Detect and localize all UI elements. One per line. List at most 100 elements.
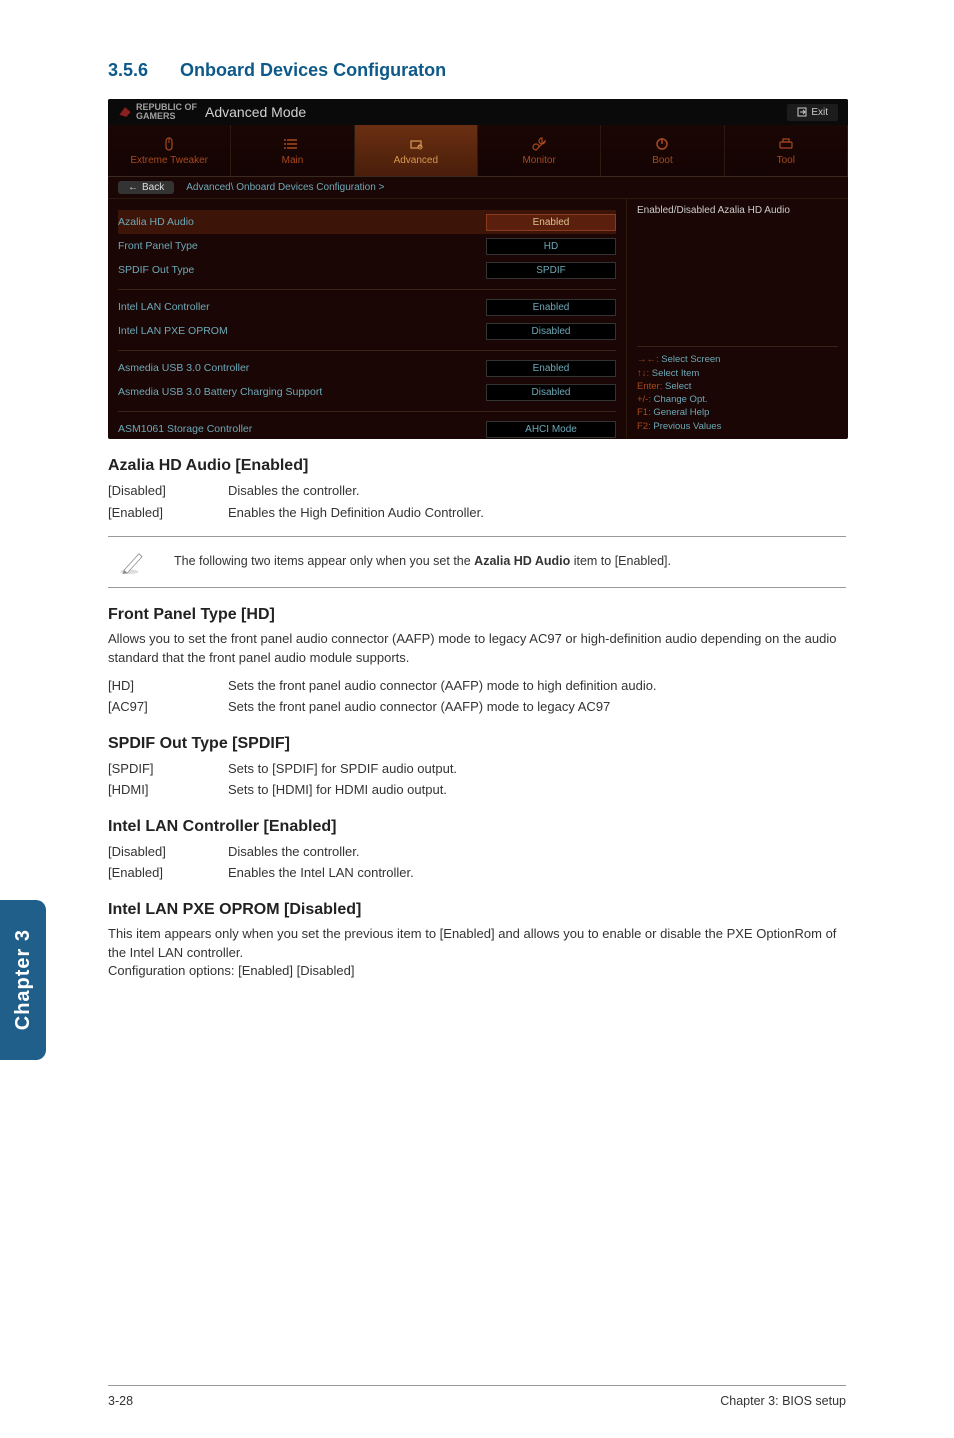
note-text: The following two items appear only when… — [174, 553, 671, 571]
key-hint: ↑↓: Select Item — [637, 367, 838, 380]
def-key: [AC97] — [108, 697, 228, 717]
definition-row: [AC97]Sets the front panel audio connect… — [108, 697, 846, 717]
setting-row[interactable]: Front Panel TypeHD — [118, 234, 616, 258]
tab-advanced[interactable]: ⚙ Advanced — [355, 125, 478, 176]
wrench-icon — [531, 135, 547, 153]
setting-row[interactable]: Intel LAN PXE OPROM Disabled — [118, 319, 616, 343]
pxe-desc: This item appears only when you set the … — [108, 925, 846, 982]
intellan-heading: Intel LAN Controller [Enabled] — [108, 818, 846, 836]
setting-row[interactable]: SPDIF Out TypeSPDIF — [118, 258, 616, 282]
footer-chapter: Chapter 3: BIOS setup — [720, 1394, 846, 1408]
def-key: [Disabled] — [108, 842, 228, 862]
key-hint: F1: General Help — [637, 406, 838, 419]
def-value: Sets to [SPDIF] for SPDIF audio output. — [228, 759, 846, 779]
key-hint: →←: Select Screen — [637, 353, 838, 366]
key-hint: Enter: Select — [637, 380, 838, 393]
def-value: Disables the controller. — [228, 842, 846, 862]
spdif-defs: [SPDIF]Sets to [SPDIF] for SPDIF audio o… — [108, 759, 846, 800]
definition-row: [Enabled]Enables the Intel LAN controlle… — [108, 863, 846, 883]
bios-title-left: REPUBLIC OF GAMERS Advanced Mode — [118, 103, 306, 121]
setting-row[interactable]: Azalia HD Audio Enabled — [118, 210, 616, 234]
key-hint: F2: Previous Values — [637, 420, 838, 433]
setting-value[interactable]: Enabled — [486, 214, 616, 231]
def-value: Sets the front panel audio connector (AA… — [228, 697, 846, 717]
definition-row: [Enabled]Enables the High Definition Aud… — [108, 503, 846, 523]
setting-label: Intel LAN PXE OPROM — [118, 325, 228, 337]
setting-label: Asmedia USB 3.0 Battery Charging Support — [118, 386, 322, 398]
footer: 3-28 Chapter 3: BIOS setup — [108, 1385, 846, 1408]
setting-row[interactable]: ASM1061 Storage Controller AHCI Mode — [118, 417, 616, 439]
pxe-heading: Intel LAN PXE OPROM [Disabled] — [108, 901, 846, 919]
tab-boot[interactable]: Boot — [601, 125, 724, 176]
setting-row[interactable]: Intel LAN Controller Enabled — [118, 295, 616, 319]
definition-row: [HD]Sets the front panel audio connector… — [108, 676, 846, 696]
tab-main[interactable]: Main — [231, 125, 354, 176]
exit-button[interactable]: Exit — [787, 104, 838, 121]
bios-body: Azalia HD Audio Enabled Front Panel TypeHD… — [108, 199, 848, 439]
frontpanel-heading: Front Panel Type [HD] — [108, 606, 846, 624]
setting-row[interactable]: Asmedia USB 3.0 Controller Enabled — [118, 356, 616, 380]
definition-row: [HDMI]Sets to [HDMI] for HDMI audio outp… — [108, 780, 846, 800]
def-key: [HDMI] — [108, 780, 228, 800]
frontpanel-defs: [HD]Sets the front panel audio connector… — [108, 676, 846, 717]
tab-label: Monitor — [522, 155, 555, 166]
setting-label: Azalia HD Audio — [118, 216, 194, 228]
settings-group: ASM1061 Storage Controller AHCI ModeASM10… — [118, 412, 616, 439]
mouse-icon — [161, 135, 177, 153]
section-heading: 3.5.6Onboard Devices Configuraton — [108, 60, 846, 81]
setting-value[interactable]: Disabled — [486, 384, 616, 401]
setting-value[interactable]: Enabled — [486, 299, 616, 316]
bios-breadcrumb: ← Back Advanced\ Onboard Devices Configu… — [108, 177, 848, 199]
note-box: The following two items appear only when… — [108, 536, 846, 588]
page-number: 3-28 — [108, 1394, 133, 1408]
tab-label: Advanced — [394, 155, 438, 166]
intellan-defs: [Disabled]Disables the controller.[Enabl… — [108, 842, 846, 883]
tool-icon — [778, 135, 794, 153]
tab-monitor[interactable]: Monitor — [478, 125, 601, 176]
note-icon — [116, 547, 150, 577]
azalia-heading: Azalia HD Audio [Enabled] — [108, 457, 846, 475]
back-button[interactable]: ← Back — [118, 181, 174, 194]
setting-label: Intel LAN Controller — [118, 301, 210, 313]
bios-settings-panel: Azalia HD Audio Enabled Front Panel TypeHD… — [108, 199, 626, 439]
bios-titlebar: REPUBLIC OF GAMERS Advanced Mode Exit — [108, 99, 848, 125]
settings-group: Asmedia USB 3.0 ControllerEnabledAsmedia… — [118, 351, 616, 412]
def-key: [SPDIF] — [108, 759, 228, 779]
back-arrow-icon: ← — [128, 182, 138, 193]
bios-tabs: Extreme Tweaker Main ⚙ Advanced Monitor Boot T… — [108, 125, 848, 177]
def-key: [HD] — [108, 676, 228, 696]
settings-group: Azalia HD Audio Enabled Front Panel TypeHD… — [118, 205, 616, 290]
def-key: [Enabled] — [108, 503, 228, 523]
def-value: Disables the controller. — [228, 481, 846, 501]
tab-label: Extreme Tweaker — [130, 155, 208, 166]
spdif-heading: SPDIF Out Type [SPDIF] — [108, 735, 846, 753]
section-number: 3.5.6 — [108, 60, 148, 80]
setting-value[interactable]: SPDIF — [486, 262, 616, 279]
key-hints: →←: Select Screen↑↓: Select ItemEnter: S… — [637, 346, 838, 433]
setting-row[interactable]: Asmedia USB 3.0 Battery Charging Support… — [118, 380, 616, 404]
setting-value[interactable]: Disabled — [486, 323, 616, 340]
def-value: Sets to [HDMI] for HDMI audio output. — [228, 780, 846, 800]
setting-value[interactable]: Enabled — [486, 360, 616, 377]
setting-value[interactable]: HD — [486, 238, 616, 255]
settings-group: Intel LAN Controller Enabled Intel LAN PXE… — [118, 290, 616, 351]
bios-help-panel: Enabled/Disabled Azalia HD Audio →←: Sel… — [626, 199, 848, 439]
def-key: [Disabled] — [108, 481, 228, 501]
tab-label: Boot — [652, 155, 673, 166]
help-text: Enabled/Disabled Azalia HD Audio — [637, 205, 838, 346]
azalia-defs: [Disabled]Disables the controller.[Enabl… — [108, 481, 846, 522]
def-key: [Enabled] — [108, 863, 228, 883]
def-value: Enables the Intel LAN controller. — [228, 863, 846, 883]
setting-label: ASM1061 Storage Controller — [118, 423, 252, 435]
setting-label: Asmedia USB 3.0 Controller — [118, 362, 249, 374]
svg-text:⚙: ⚙ — [418, 145, 422, 150]
chapter-tab: Chapter 3 — [0, 900, 46, 1060]
key-hint: +/-: Change Opt. — [637, 393, 838, 406]
setting-value[interactable]: AHCI Mode — [486, 421, 616, 438]
tab-label: Tool — [777, 155, 795, 166]
tab-tool[interactable]: Tool — [725, 125, 848, 176]
exit-icon — [797, 107, 807, 117]
tab-extreme-tweaker[interactable]: Extreme Tweaker — [108, 125, 231, 176]
chip-icon: ⚙ — [408, 135, 424, 153]
rog-logo: REPUBLIC OF GAMERS — [118, 103, 197, 121]
